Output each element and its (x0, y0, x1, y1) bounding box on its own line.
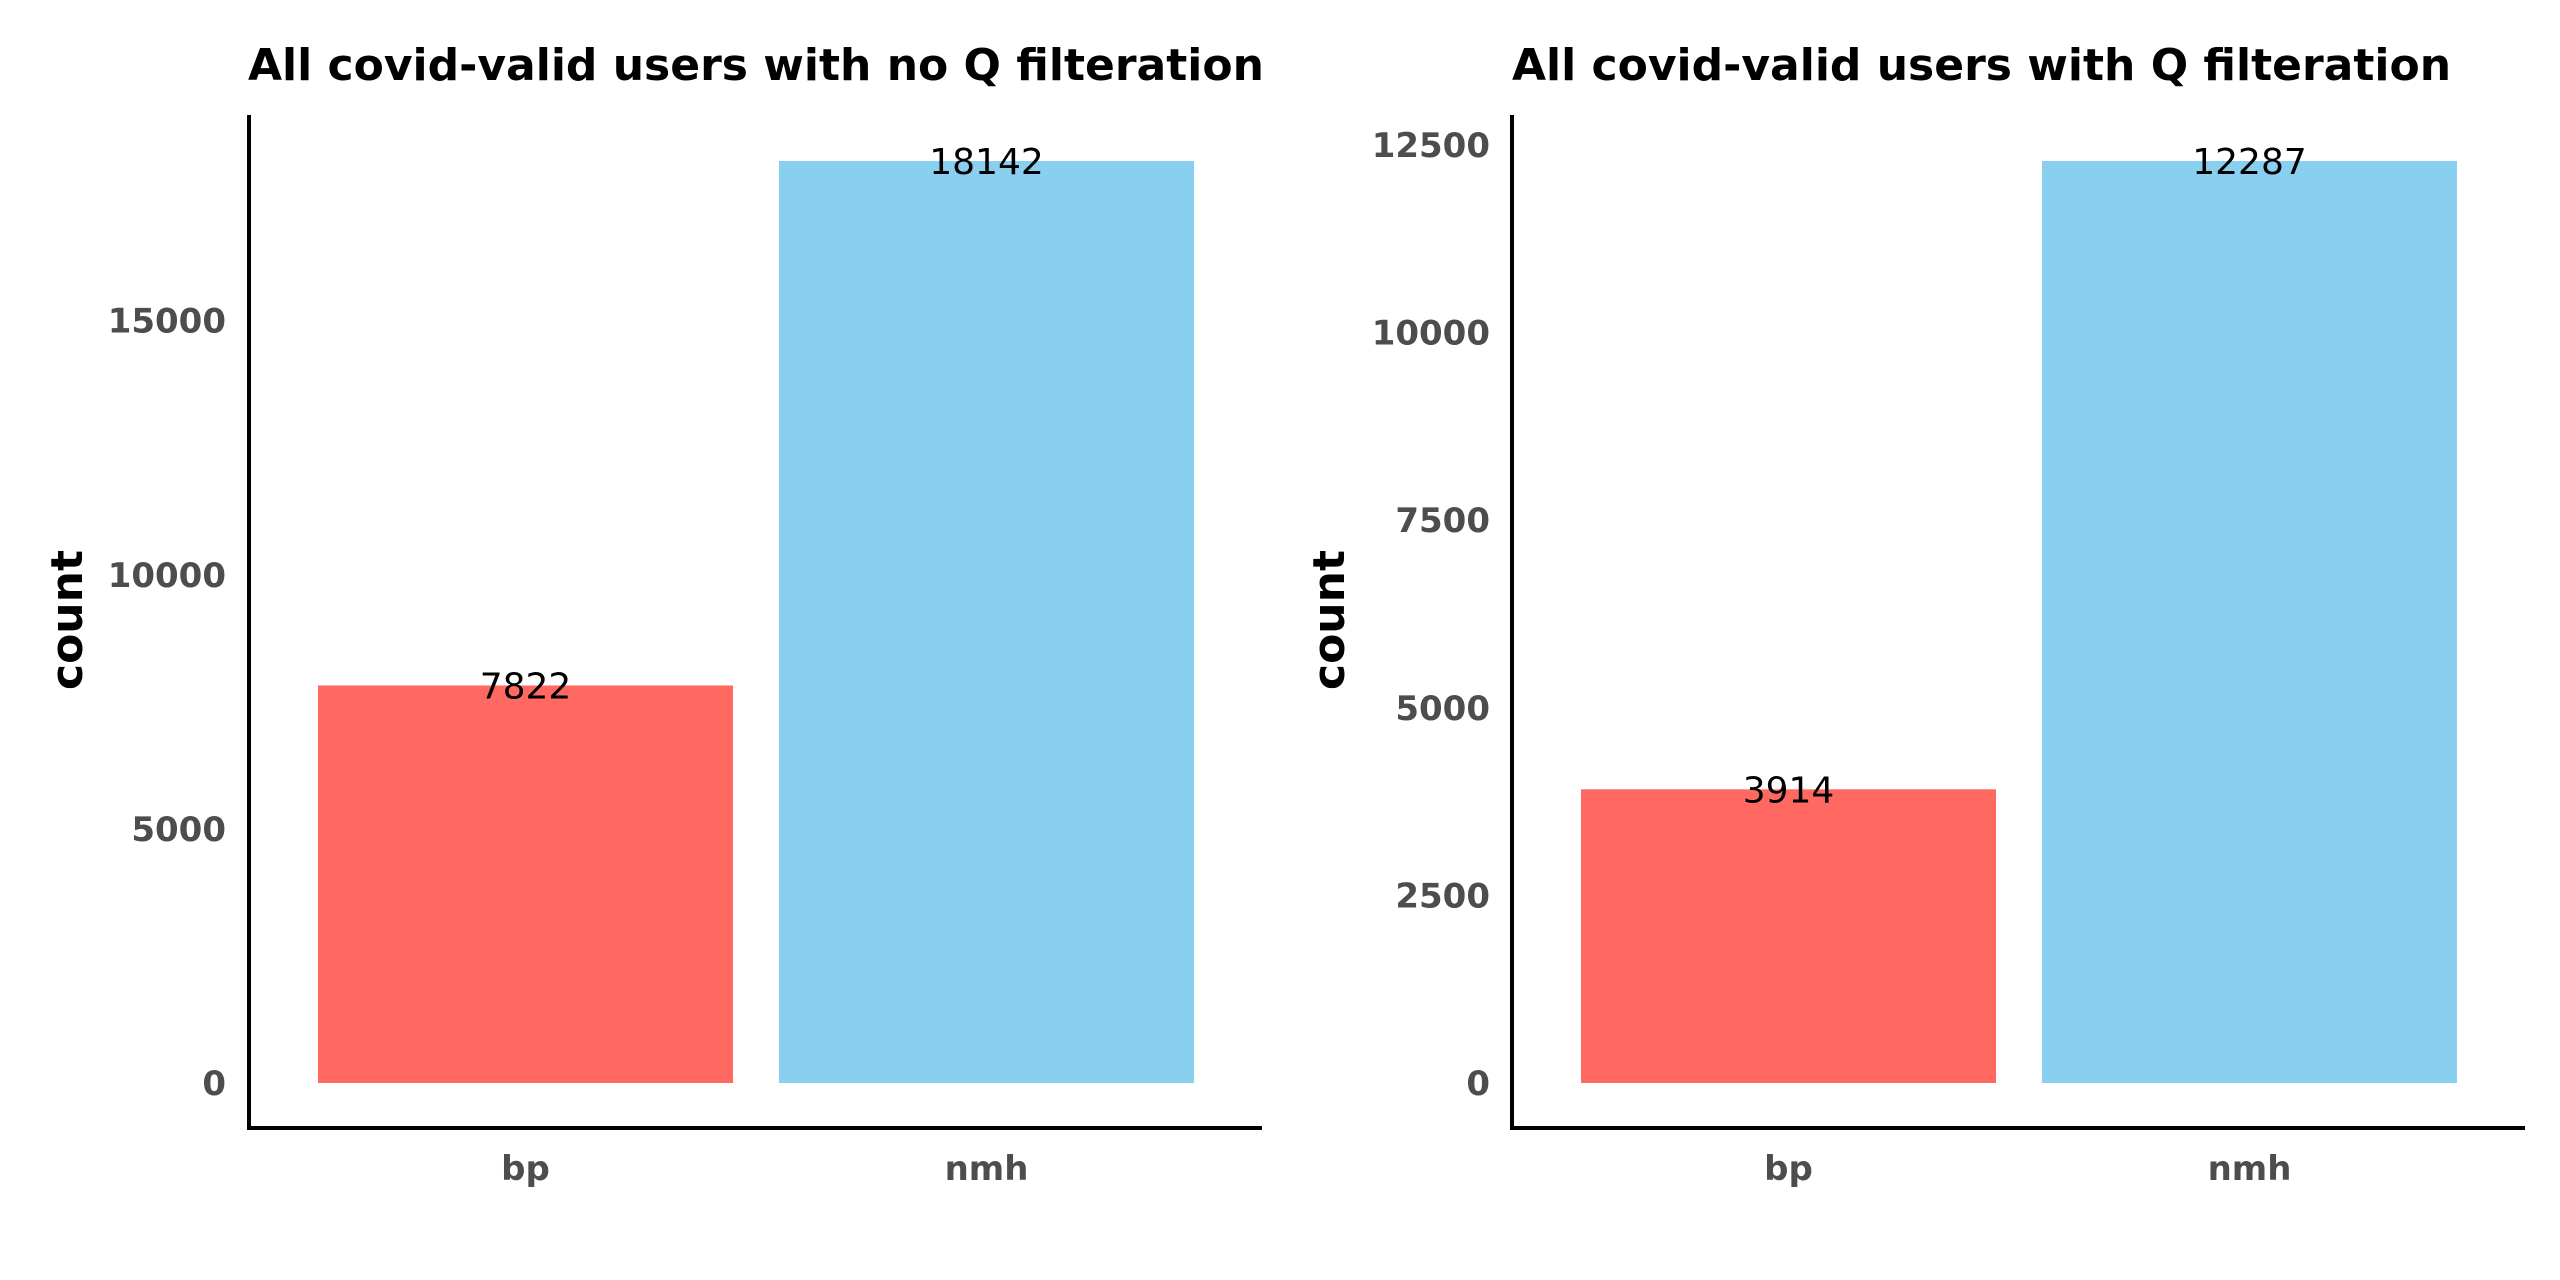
x-tick-label-bp: bp (1764, 1149, 1813, 1189)
chart-panel-no-q-filteration: All covid-valid users with no Q filterat… (42, 40, 1264, 1189)
data-labels: 7822 18142 (480, 142, 1044, 707)
x-tick-label-bp: bp (501, 1149, 550, 1189)
bar-bp (318, 685, 733, 1083)
bar-nmh (2042, 161, 2457, 1083)
y-tick-label: 15000 (108, 302, 226, 342)
bar-bp (1581, 789, 1996, 1083)
x-tick-label-nmh: nmh (945, 1149, 1029, 1189)
y-tick-label: 0 (1466, 1064, 1490, 1104)
y-tick-labels: 0 2500 5000 7500 10000 12500 (1372, 126, 1490, 1104)
data-label-nmh: 12287 (2192, 142, 2307, 183)
y-tick-label: 5000 (1395, 689, 1490, 729)
chart-panel-with-q-filteration: All covid-valid users with Q filteration… (1304, 40, 2525, 1189)
y-axis-label: count (42, 550, 93, 690)
chart-title: All covid-valid users with no Q filterat… (248, 40, 1264, 91)
bar-marks (318, 161, 1194, 1083)
y-tick-label: 10000 (1372, 314, 1490, 354)
x-tick-labels: bp nmh (501, 1149, 1028, 1189)
y-tick-label: 10000 (108, 556, 226, 596)
y-tick-label: 5000 (131, 810, 226, 850)
y-tick-label: 0 (202, 1064, 226, 1104)
y-tick-label: 12500 (1372, 126, 1490, 166)
bar-nmh (779, 161, 1194, 1083)
chart-title: All covid-valid users with Q filteration (1512, 40, 2451, 91)
y-tick-labels: 0 5000 10000 15000 (108, 302, 226, 1104)
data-label-bp: 7822 (480, 666, 572, 707)
x-tick-label-nmh: nmh (2208, 1149, 2292, 1189)
y-tick-label: 7500 (1395, 501, 1490, 541)
x-tick-labels: bp nmh (1764, 1149, 2291, 1189)
y-axis-label: count (1304, 550, 1355, 690)
data-label-nmh: 18142 (929, 142, 1044, 183)
data-label-bp: 3914 (1743, 770, 1835, 811)
y-tick-label: 2500 (1395, 876, 1490, 916)
bar-marks (1581, 161, 2457, 1083)
data-labels: 3914 12287 (1743, 142, 2307, 811)
